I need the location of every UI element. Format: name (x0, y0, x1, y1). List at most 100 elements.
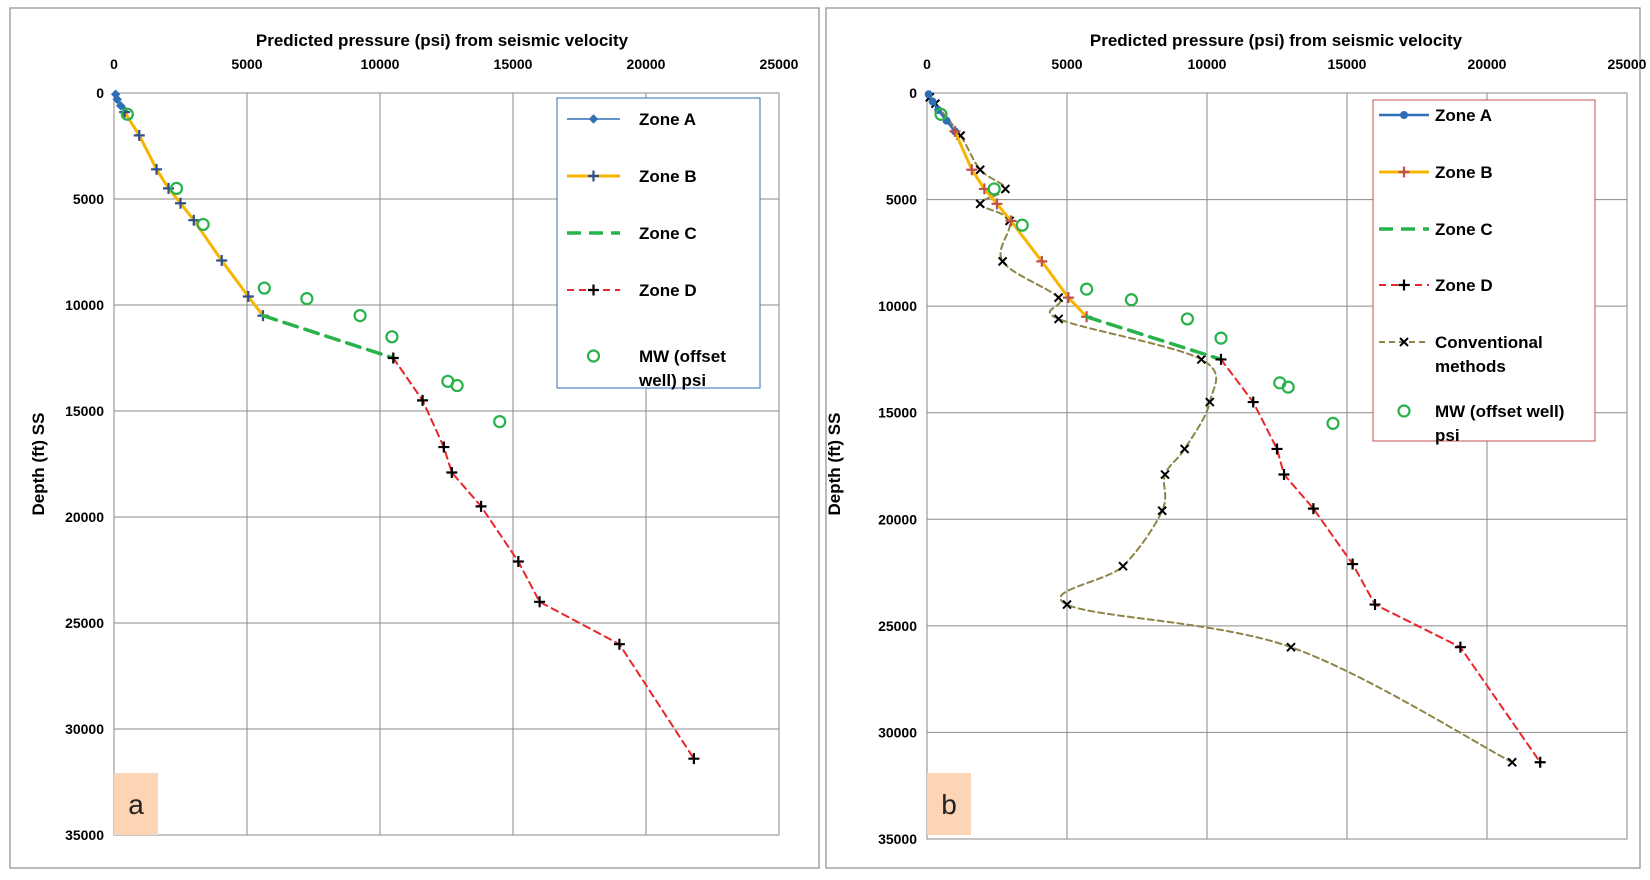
legend-item: MW (offset well) psi (586, 347, 726, 390)
data-point (949, 125, 961, 137)
legend-label: Zone C (1435, 220, 1493, 239)
x-tick-label: 25000 (760, 56, 799, 72)
data-point (446, 466, 458, 478)
data-point (385, 330, 399, 344)
legend-item: Zone B (567, 167, 697, 186)
series-line (1220, 358, 1542, 764)
data-point (216, 254, 228, 266)
legend-label: Zone D (1435, 276, 1493, 295)
legend-marker (586, 349, 601, 363)
y-tick-label: 30000 (878, 724, 917, 740)
data-point (1180, 312, 1195, 326)
data-point (133, 129, 145, 141)
data-point (997, 256, 1008, 267)
legend-box (556, 97, 761, 389)
series-zone-d (387, 352, 700, 765)
data-point (450, 378, 464, 393)
legend-item: Zone C (567, 224, 697, 243)
x-tick-label: 20000 (627, 56, 666, 72)
x-tick-label: 25000 (1608, 56, 1647, 72)
legend-label: Conventional (1435, 333, 1543, 352)
y-tick-label: 5000 (73, 191, 104, 207)
data-point (1015, 218, 1029, 232)
legend-label: Zone D (639, 281, 697, 300)
data-point (417, 394, 429, 406)
legend-marker (1397, 404, 1411, 418)
x-tick-label: 15000 (1328, 56, 1367, 72)
data-point (300, 292, 314, 306)
series-zone-d (1215, 353, 1546, 768)
panel-label: b (941, 789, 957, 820)
data-point (1196, 354, 1207, 365)
x-tick-label: 0 (110, 56, 118, 72)
data-point (112, 94, 122, 105)
y-tick-label: 25000 (878, 618, 917, 634)
series-zone-c (261, 313, 396, 360)
data-point (353, 309, 367, 323)
data-point (928, 97, 937, 106)
legend-item: Zone B (1379, 163, 1493, 182)
data-point (924, 90, 933, 99)
legend-box (1372, 99, 1596, 442)
legend-label: Zone B (1435, 163, 1493, 182)
legend-item: Conventional methods (1379, 333, 1543, 376)
x-axis-title: Predicted pressure (psi) from seismic ve… (1090, 31, 1463, 50)
data-point (1347, 558, 1359, 570)
data-point (188, 214, 200, 226)
data-point (1062, 292, 1074, 304)
y-tick-label: 10000 (878, 298, 917, 314)
y-tick-label: 15000 (878, 405, 917, 421)
series-zone-c (1084, 315, 1223, 362)
legend-item: MW (offset well) psi (1397, 402, 1564, 445)
data-point (1454, 641, 1466, 653)
y-tick-label: 20000 (878, 511, 917, 527)
legend-label: Zone B (639, 167, 697, 186)
data-point (534, 596, 546, 608)
data-point (169, 181, 184, 195)
data-point (934, 107, 948, 121)
legend-label: well) psi (638, 371, 706, 390)
legend-label: MW (offset (639, 347, 726, 366)
data-point (1286, 642, 1296, 652)
legend-item: Zone A (567, 110, 696, 129)
data-point (115, 101, 126, 111)
legend-marker (1398, 166, 1410, 178)
legend-marker (588, 284, 599, 296)
data-point (1214, 331, 1228, 345)
data-point (987, 182, 1001, 196)
data-point (175, 197, 186, 209)
plot-area (113, 92, 780, 836)
data-point (1205, 397, 1215, 407)
data-point (120, 107, 134, 121)
legend: Zone A Zone B Zone C Zone D MW (offset well) … (556, 97, 761, 390)
data-point (512, 556, 524, 568)
data-point (975, 199, 985, 209)
data-point (1278, 469, 1290, 481)
data-point (1281, 380, 1295, 394)
data-point (1053, 314, 1064, 324)
y-tick-label: 30000 (65, 721, 104, 737)
legend-label: psi (1435, 426, 1460, 445)
data-point (196, 217, 210, 232)
y-tick-label: 35000 (65, 827, 104, 843)
data-point (1247, 396, 1259, 408)
data-point (1062, 599, 1072, 610)
data-point (1157, 506, 1167, 516)
y-tick-label: 0 (96, 85, 104, 101)
data-point (387, 352, 399, 364)
data-point (1124, 293, 1139, 307)
x-axis-title: Predicted pressure (psi) from seismic ve… (256, 31, 629, 50)
data-point (1369, 599, 1381, 611)
panel-label: a (128, 789, 144, 820)
data-point (1271, 443, 1283, 455)
data-point (1326, 416, 1340, 430)
data-point (1079, 282, 1094, 296)
x-tick-label: 20000 (1468, 56, 1507, 72)
y-tick-label: 5000 (886, 192, 917, 208)
series-line (953, 129, 1089, 319)
panel-label-background (927, 773, 971, 835)
data-point (257, 281, 271, 295)
y-tick-label: 0 (909, 85, 917, 101)
series-mw-offset-well-psi (120, 107, 507, 429)
chart-panel-a: 0 5000 10000 15000 20000 25000 30000 35000 0 5000… (9, 7, 820, 869)
